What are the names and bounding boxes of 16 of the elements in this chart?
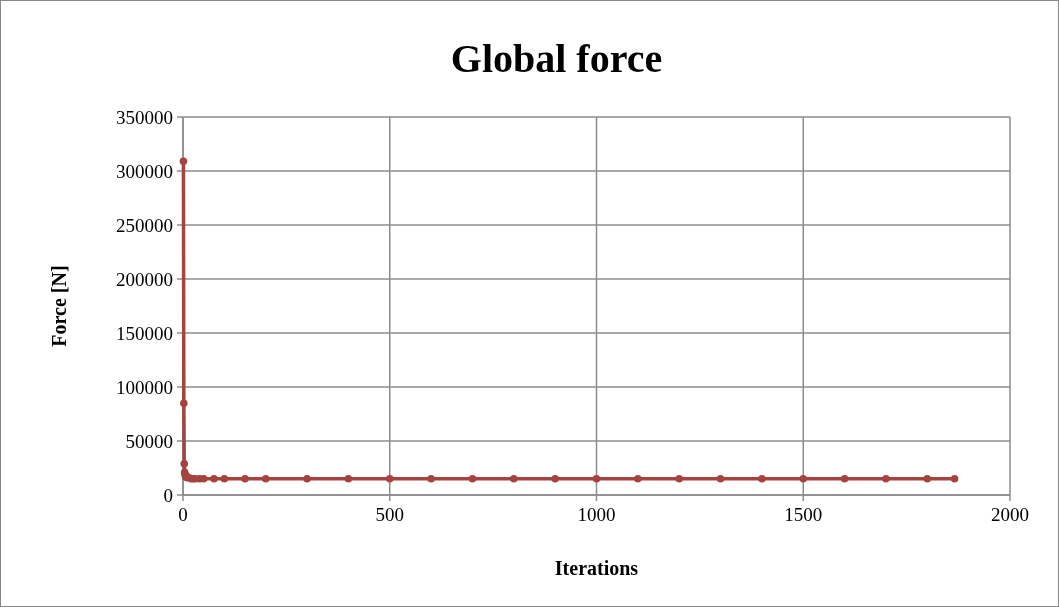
chart-title: Global force (450, 36, 663, 81)
y-tick-label: 300000 (116, 160, 173, 182)
y-tick-label: 350000 (116, 106, 173, 128)
x-tick-label: 500 (375, 504, 404, 525)
y-tick-label: 150000 (116, 322, 173, 344)
x-tick-label: 2000 (991, 504, 1029, 525)
y-tick-label: 250000 (116, 214, 173, 236)
y-tick-label: 0 (163, 484, 173, 506)
x-tick-label: 1500 (784, 504, 823, 525)
x-tick-label: 0 (178, 504, 188, 525)
y-tick-label: 100000 (116, 376, 173, 398)
y-axis-title: Force [N] (48, 265, 70, 347)
x-tick-label: 1000 (577, 504, 616, 525)
x-axis-title: Iterations (554, 557, 639, 579)
y-tick-label: 50000 (125, 430, 173, 452)
y-tick-label: 200000 (116, 268, 173, 290)
